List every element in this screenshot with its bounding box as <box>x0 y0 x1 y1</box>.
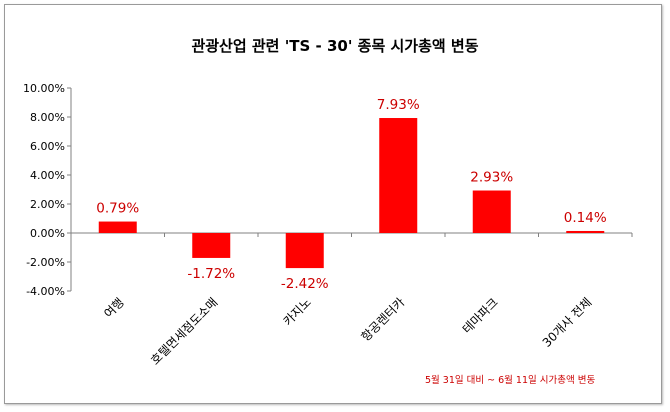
y-tick-label: 0.00% <box>30 227 65 240</box>
data-label: 2.93% <box>470 170 513 186</box>
chart-title: 관광산업 관련 'TS - 30' 종목 시가총액 변동 <box>191 37 479 55</box>
y-tick-label: 8.00% <box>30 111 65 124</box>
bar <box>98 221 137 233</box>
y-tick-label: 10.00% <box>23 82 65 95</box>
data-label: -2.42% <box>281 276 329 292</box>
footnote: 5월 31일 대비 ~ 6월 11일 시가총액 변동 <box>425 375 596 386</box>
bar <box>192 233 231 258</box>
x-tick-label: 여행 <box>101 295 127 321</box>
data-label: -1.72% <box>187 266 235 282</box>
y-tick-label: -4.00% <box>26 285 65 298</box>
y-tick-labels: 10.00% 8.00% 6.00% 4.00% 2.00% 0.00% -2.00% -4.… <box>23 82 65 298</box>
x-tick-label: 30개사 전체 <box>540 295 595 350</box>
y-tick-label: -2.00% <box>26 256 65 269</box>
data-label: 0.14% <box>564 210 607 226</box>
data-label: 7.93% <box>377 97 420 113</box>
y-tick-label: 2.00% <box>30 198 65 211</box>
bar <box>472 190 511 233</box>
y-tick-label: 4.00% <box>30 169 65 182</box>
data-label: 0.79% <box>96 201 139 217</box>
x-tick-label: 테마파크 <box>460 295 501 336</box>
bars <box>98 118 605 269</box>
data-labels: 0.79% -1.72% -2.42% 7.93% 2.93% 0.14% <box>96 97 607 292</box>
axes <box>67 87 633 292</box>
chart-frame <box>4 4 662 404</box>
x-tick-labels: 여행 호텔면세점도소매 카지노 항공렌터카 테마파크 30개사 전체 <box>101 295 595 368</box>
x-tick-label: 호텔면세점도소매 <box>148 295 220 367</box>
x-tick-label: 카지노 <box>281 295 314 328</box>
y-tick-label: 6.00% <box>30 140 65 153</box>
bar <box>379 118 418 233</box>
bar <box>566 230 605 233</box>
bar <box>285 233 324 269</box>
x-tick-label: 항공렌터카 <box>358 295 407 344</box>
